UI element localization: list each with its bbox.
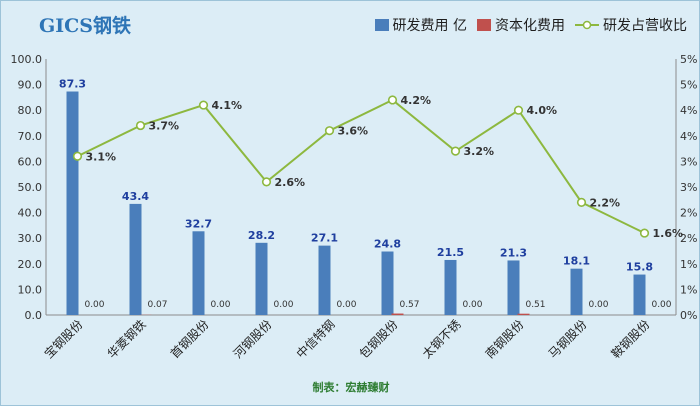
legend-item-capitalized: 资本化费用 bbox=[477, 15, 565, 35]
y-right-tick-label: 4% bbox=[680, 104, 697, 117]
bar-rd-expense bbox=[129, 203, 142, 315]
bar-rd-expense bbox=[66, 91, 79, 316]
data-label-capitalized: 0.57 bbox=[399, 300, 419, 310]
y-right-tick-label: 2% bbox=[680, 207, 697, 220]
legend: 研发费用 亿 资本化费用 研发占营收比 bbox=[374, 15, 687, 35]
legend-item-rd-expense: 研发费用 亿 bbox=[374, 15, 467, 35]
y-left-tick-label: 20.0 bbox=[18, 258, 43, 271]
data-label-rd-ratio: 2.6% bbox=[275, 176, 306, 189]
x-category-label: 华菱钢铁 bbox=[105, 317, 149, 361]
y-right-tick-label: 4% bbox=[680, 130, 697, 143]
bar-capitalized bbox=[391, 313, 404, 315]
y-right-tick-label: 0% bbox=[680, 309, 697, 322]
data-label-rd-expense: 15.8 bbox=[626, 261, 653, 274]
x-category-label: 鞍钢股份 bbox=[608, 317, 653, 362]
chart-caption: 制表：宏赫臻财 bbox=[312, 381, 390, 394]
data-label-rd-expense: 24.8 bbox=[374, 238, 401, 251]
data-label-rd-ratio: 4.2% bbox=[401, 94, 432, 107]
legend-label-rd-ratio: 研发占营收比 bbox=[603, 18, 687, 34]
x-category-label: 包钢股份 bbox=[357, 317, 401, 361]
y-right-tick-label: 5% bbox=[680, 53, 697, 66]
data-label-rd-expense: 21.5 bbox=[437, 246, 464, 259]
x-category-label: 中信特钢 bbox=[293, 317, 338, 362]
point-rd-ratio bbox=[513, 105, 524, 115]
y-left-tick-label: 100.0 bbox=[11, 53, 43, 66]
data-label-rd-ratio: 3.2% bbox=[464, 145, 495, 158]
data-label-capitalized: 0.00 bbox=[273, 300, 293, 310]
data-label-rd-ratio: 2.2% bbox=[590, 196, 621, 209]
y-left-tick-label: 70.0 bbox=[18, 130, 43, 143]
point-rd-ratio bbox=[135, 120, 146, 131]
bar-rd-expense bbox=[192, 231, 205, 315]
data-label-rd-ratio: 4.0% bbox=[527, 104, 558, 117]
y-left-tick-label: 90.0 bbox=[18, 79, 43, 92]
line-rd-ratio bbox=[77, 98, 645, 234]
point-rd-ratio bbox=[639, 228, 650, 238]
y-left-tick-label: 60.0 bbox=[18, 155, 43, 168]
x-category-label: 河钢股份 bbox=[231, 317, 275, 361]
y-left-tick-label: 30.0 bbox=[18, 232, 43, 245]
y-right-tick-label: 3% bbox=[680, 181, 697, 194]
y-left-tick-label: 80.0 bbox=[18, 104, 43, 117]
data-label-rd-expense: 21.3 bbox=[500, 246, 527, 259]
y-left-tick-label: 50.0 bbox=[18, 181, 43, 194]
y-right-tick-label: 1% bbox=[680, 283, 697, 296]
data-label-capitalized: 0.00 bbox=[462, 300, 482, 310]
data-label-capitalized: 0.00 bbox=[588, 300, 608, 310]
data-label-capitalized: 0.00 bbox=[651, 300, 671, 310]
data-label-capitalized: 0.00 bbox=[210, 300, 230, 310]
legend-item-rd-ratio: 研发占营收比 bbox=[575, 15, 687, 35]
legend-label-rd-expense: 研发费用 亿 bbox=[392, 18, 467, 34]
y-right-tick-label: 3% bbox=[680, 155, 697, 168]
x-category-label: 太钢不锈 bbox=[419, 317, 464, 362]
chart-title: GICS钢铁 bbox=[39, 15, 131, 37]
data-label-rd-ratio: 3.6% bbox=[338, 125, 369, 138]
legend-label-capitalized: 资本化费用 bbox=[495, 18, 565, 34]
legend-swatch-capitalized bbox=[477, 19, 491, 31]
bar-capitalized bbox=[517, 313, 530, 315]
data-label-rd-expense: 43.4 bbox=[122, 190, 149, 203]
data-label-rd-expense: 87.3 bbox=[59, 78, 86, 91]
bar-rd-expense bbox=[444, 259, 457, 315]
data-label-capitalized: 0.00 bbox=[84, 300, 104, 310]
data-label-rd-expense: 28.2 bbox=[248, 229, 275, 242]
data-label-rd-expense: 32.7 bbox=[185, 217, 212, 230]
x-category-label: 宝钢股份 bbox=[42, 317, 86, 361]
point-rd-ratio bbox=[72, 151, 83, 161]
bar-rd-expense bbox=[633, 274, 646, 315]
y-right-tick-label: 5% bbox=[680, 79, 697, 92]
data-label-rd-ratio: 4.1% bbox=[212, 99, 243, 112]
point-rd-ratio bbox=[198, 100, 209, 110]
y-left-tick-label: 0.0 bbox=[25, 309, 43, 322]
y-left-tick-label: 40.0 bbox=[18, 207, 43, 220]
data-label-rd-expense: 18.1 bbox=[563, 255, 590, 268]
point-rd-ratio bbox=[387, 95, 398, 105]
x-category-label: 首钢股份 bbox=[168, 317, 212, 361]
point-rd-ratio bbox=[576, 197, 587, 207]
data-label-capitalized: 0.51 bbox=[525, 300, 545, 310]
y-left-tick-label: 10.0 bbox=[18, 283, 43, 296]
data-label-rd-expense: 27.1 bbox=[311, 232, 338, 245]
bar-rd-expense bbox=[570, 268, 583, 315]
data-label-rd-ratio: 3.1% bbox=[86, 150, 117, 163]
point-rd-ratio bbox=[324, 126, 335, 136]
x-category-label: 南钢股份 bbox=[482, 317, 527, 362]
legend-swatch-rd-expense bbox=[374, 19, 389, 31]
y-right-tick-label: 1% bbox=[680, 258, 697, 271]
x-category-label: 马钢股份 bbox=[546, 317, 590, 361]
point-rd-ratio bbox=[261, 177, 272, 187]
point-rd-ratio bbox=[450, 146, 461, 156]
bar-rd-expense bbox=[318, 245, 331, 315]
legend-swatch-rd-ratio bbox=[575, 20, 599, 30]
data-label-rd-ratio: 3.7% bbox=[149, 120, 180, 133]
data-label-rd-ratio: 1.6% bbox=[653, 227, 684, 240]
y-right-tick-label: 2% bbox=[680, 232, 697, 245]
bar-rd-expense bbox=[255, 242, 268, 315]
data-label-capitalized: 0.07 bbox=[147, 300, 167, 310]
bar-rd-expense bbox=[507, 260, 520, 315]
bar-rd-expense bbox=[381, 251, 394, 315]
data-label-capitalized: 0.00 bbox=[336, 300, 356, 310]
